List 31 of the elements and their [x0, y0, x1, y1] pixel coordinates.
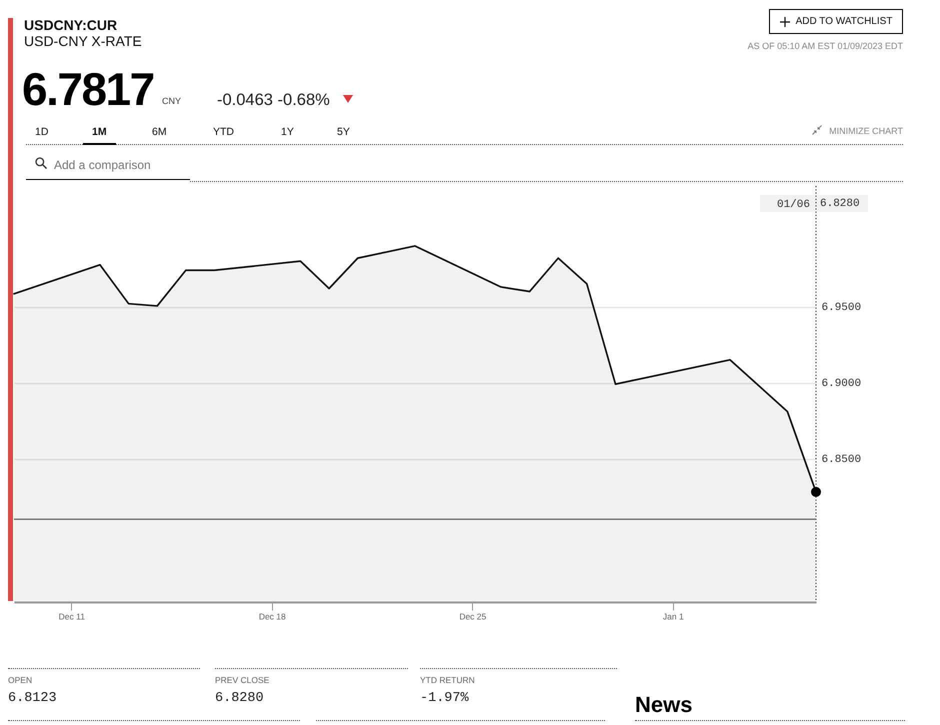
search-field[interactable]: Add a comparison: [26, 150, 190, 180]
text: YTD: [213, 126, 234, 138]
x-tick-label: Jan 1: [662, 612, 684, 622]
ref-line-label: 01/06: [776, 199, 810, 211]
text: 6.8123: [8, 691, 57, 706]
text: 6.7817: [22, 62, 154, 116]
text: 1Y: [281, 126, 294, 138]
chart-subtitle: USD-CNY X-RATE: [24, 33, 142, 49]
text: 5Y: [337, 126, 350, 138]
text: 6M: [152, 126, 167, 138]
text: 6.8280: [215, 691, 264, 706]
text: -1.97%: [420, 691, 469, 706]
text: CNY: [162, 96, 182, 106]
x-tick-label: Dec 18: [258, 612, 286, 622]
text: AS OF 05:10 AM EST 01/09/2023 EDT: [748, 41, 903, 51]
text: MINIMIZE CHART: [829, 126, 903, 136]
text: YTD RETURN: [420, 675, 475, 685]
y-tick-label: 6.9000: [822, 378, 862, 390]
text: News: [635, 692, 692, 718]
x-tick-label: Dec 11: [58, 612, 86, 622]
text: 6.8280: [820, 198, 860, 210]
text: -0.0463 -0.68%: [217, 91, 330, 110]
text: OPEN: [8, 675, 32, 685]
text: 1D: [35, 126, 48, 138]
y-tick-label: 6.8500: [822, 454, 862, 466]
text: 1M: [83, 126, 116, 145]
chart-title: USDCNY:CUR: [24, 17, 118, 33]
y-tick-label: 6.9500: [822, 302, 862, 314]
x-tick-label: Dec 25: [459, 612, 487, 622]
text: PREV CLOSE: [215, 675, 270, 685]
watchlist-button[interactable]: ADD TO WATCHLIST: [769, 9, 903, 34]
